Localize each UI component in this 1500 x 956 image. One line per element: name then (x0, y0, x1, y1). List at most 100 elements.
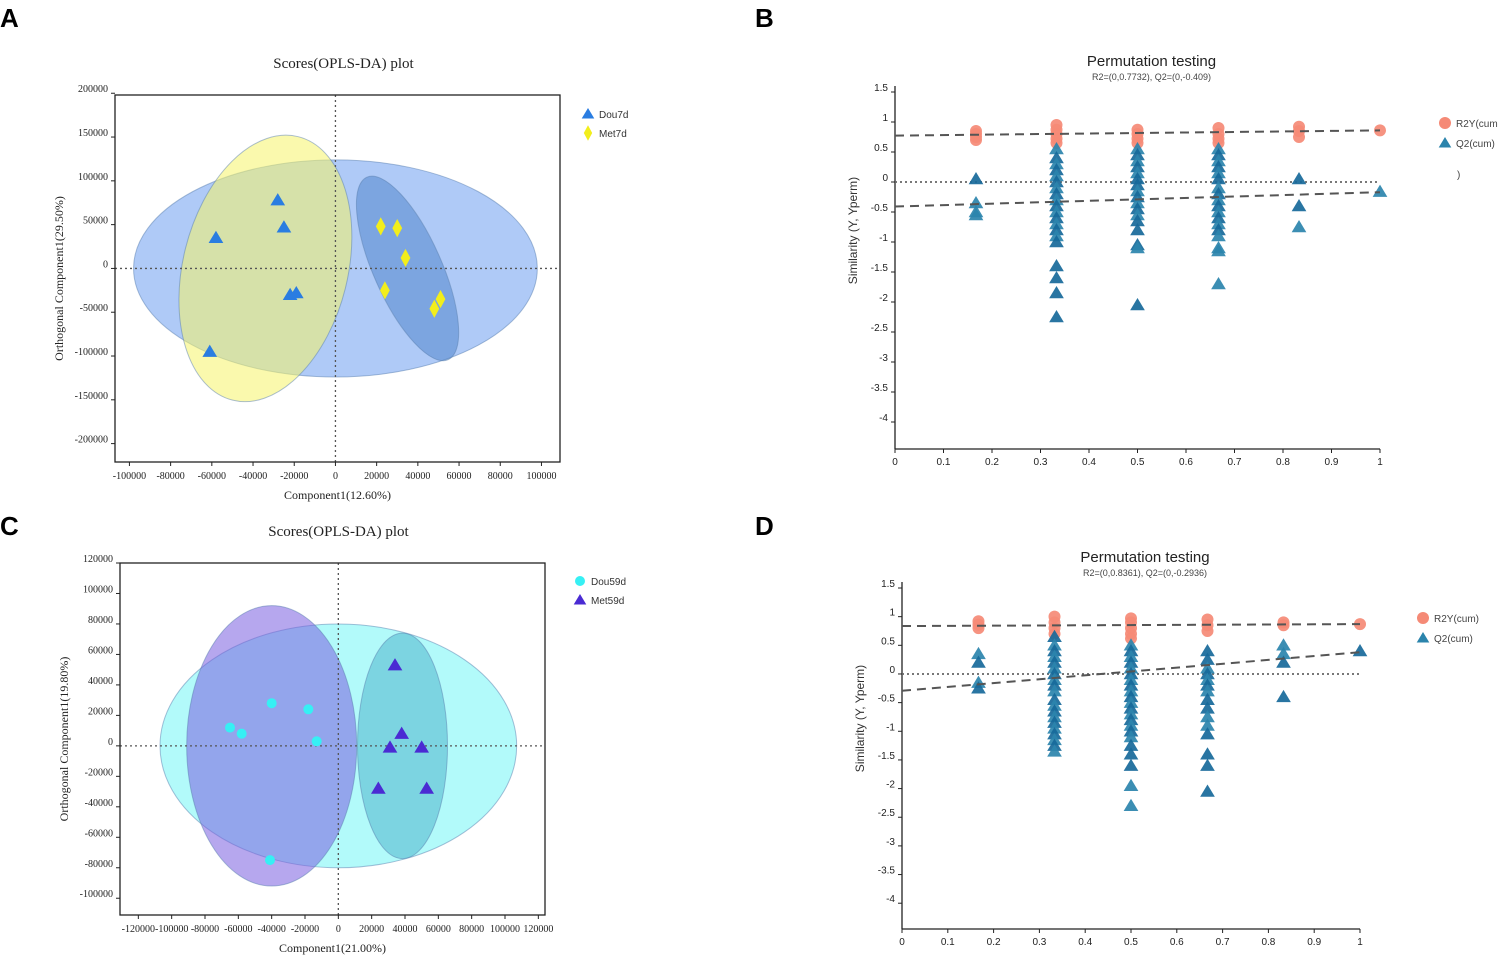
x-tick-label: 0.4 (1082, 457, 1096, 468)
x-tick-label: 40000 (393, 924, 418, 935)
y-tick-label: 0 (108, 737, 113, 748)
data-point-circle (1048, 610, 1061, 623)
x-tick-label: 0.5 (1124, 937, 1138, 948)
legend-label: Dou7d (599, 110, 628, 121)
regression-line (901, 623, 1361, 628)
x-tick-label: 0.3 (1032, 937, 1046, 948)
x-tick-label: 60000 (447, 471, 472, 482)
y-axis-label: Orthogonal Component1(29.50%) (52, 196, 66, 361)
y-tick-label: -1 (886, 722, 895, 733)
y-tick-label: 150000 (78, 128, 108, 139)
data-point-triangle (1200, 701, 1215, 714)
regression-line (894, 129, 1381, 137)
data-point-met59d (414, 740, 430, 753)
chart-title: Permutation testing (1080, 549, 1209, 566)
chart-subtitle: R2=(0,0.7732), Q2=(0,-0.409) (1092, 72, 1211, 82)
data-point-triangle (1130, 223, 1145, 236)
data-point-met59d (419, 781, 435, 794)
y-tick-label: 1.5 (874, 83, 888, 94)
x-tick-label: 0.4 (1078, 937, 1092, 948)
data-point-triangle (1211, 172, 1226, 185)
data-point-triangle (1200, 644, 1215, 657)
x-tick-label: 80000 (459, 924, 484, 935)
data-point-triangle (1211, 277, 1226, 290)
data-point-dou7d (208, 230, 224, 244)
x-tick-label: 0.5 (1131, 457, 1145, 468)
y-tick-label: -4 (886, 894, 895, 905)
plot-frame (119, 562, 546, 916)
x-tick-label: -120000 (122, 924, 155, 935)
legend-marker-dou59d (575, 576, 585, 586)
data-point-triangle (1123, 758, 1139, 771)
data-point-triangle (1291, 172, 1307, 185)
data-point-triangle (1049, 271, 1064, 284)
y-axis-label: Similarity (Y, Yperm) (846, 177, 860, 284)
y-tick-label: -100000 (75, 347, 108, 358)
data-point-triangle (968, 208, 984, 221)
data-point-triangle (1049, 259, 1064, 272)
regression-line (894, 191, 1381, 208)
y-tick-label: -20000 (85, 767, 113, 778)
legend-marker-circle (1417, 612, 1429, 624)
data-point-triangle (1200, 684, 1215, 697)
y-tick-label: 120000 (83, 554, 113, 565)
legend-label: R2Y(cum (1456, 119, 1498, 130)
data-point-met7d (375, 217, 386, 236)
chart-title: Scores(OPLS-DA) plot (273, 56, 414, 72)
data-point-met7d (435, 289, 446, 309)
legend-marker-met7d (583, 125, 593, 141)
x-tick-label: 0 (333, 471, 338, 482)
y-tick-label: -200000 (75, 435, 108, 446)
x-tick-label: 80000 (488, 471, 513, 482)
x-axis-label: Component1(21.00%) (279, 941, 386, 955)
data-point-triangle (1200, 692, 1215, 706)
data-point-triangle (1123, 798, 1139, 812)
data-point-met59d (370, 781, 386, 794)
y-tick-label: -150000 (75, 391, 108, 402)
data-point-triangle (1047, 744, 1062, 757)
data-point-circle (1201, 613, 1214, 626)
x-tick-label: 0.2 (987, 937, 1001, 948)
data-point-circle (1050, 119, 1063, 131)
y-tick-label: 0 (103, 259, 108, 270)
x-tick-label: 0.9 (1307, 937, 1321, 948)
x-tick-label: -100000 (155, 924, 188, 935)
y-tick-label: -1 (879, 233, 888, 244)
data-point-dou59d (265, 855, 275, 866)
y-tick-label: 60000 (88, 645, 113, 656)
x-tick-label: 60000 (426, 924, 451, 935)
data-point-triangle (1123, 747, 1139, 760)
x-tick-label: 20000 (359, 924, 384, 935)
data-point-triangle (1200, 784, 1215, 797)
legend-label: R2Y(cum) (1434, 614, 1479, 625)
x-tick-label: -60000 (198, 471, 226, 482)
data-point-triangle (1047, 629, 1062, 642)
x-tick-label: 0.6 (1170, 937, 1184, 948)
y-tick-label: -3.5 (878, 866, 896, 877)
data-point-triangle (1200, 727, 1215, 740)
x-tick-label: -20000 (291, 924, 319, 935)
data-point-circle (1277, 616, 1290, 629)
data-point-circle (1212, 122, 1225, 134)
data-point-triangle (1123, 738, 1139, 751)
legend-label: Met59d (591, 596, 624, 607)
y-tick-label: -50000 (80, 303, 108, 314)
permutation-plot-d: Permutation testing R2=(0,0.8361), Q2=(0,… (853, 549, 1479, 948)
data-point-triangle (971, 646, 986, 660)
data-point-triangle (1276, 646, 1291, 660)
legend-label: Dou59d (591, 577, 626, 588)
data-point-dou7d (202, 344, 218, 357)
data-point-dou59d (303, 704, 314, 715)
y-tick-label: -1.5 (871, 263, 889, 274)
chart-title: Scores(OPLS-DA) plot (268, 524, 409, 540)
scores-plot-c: Scores(OPLS-DA) plot-120000 -100000 -80000… (57, 524, 626, 955)
data-point-triangle (1200, 758, 1215, 771)
legend-marker-circle (1439, 117, 1451, 129)
x-tick-label: 100000 (526, 471, 556, 482)
panel-label-b: B (755, 3, 774, 33)
x-tick-label: 0 (336, 924, 341, 935)
x-tick-label: -100000 (113, 471, 146, 482)
y-tick-label: 20000 (88, 706, 113, 717)
plot-frame (114, 94, 561, 463)
data-point-triangle (1291, 199, 1307, 212)
